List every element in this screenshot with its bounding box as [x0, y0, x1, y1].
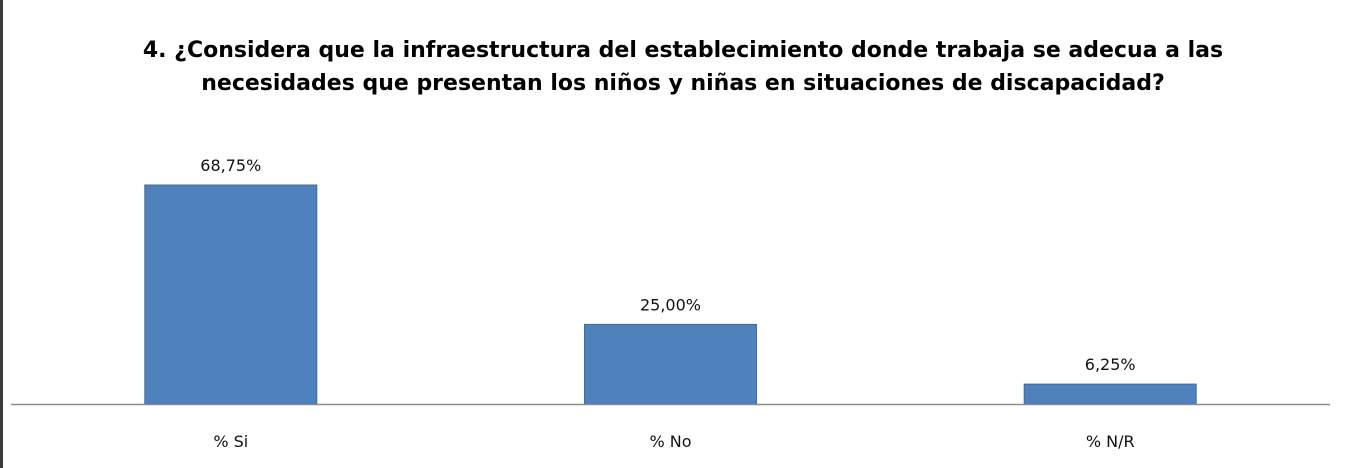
bar-0	[144, 184, 318, 405]
data-label-0: 68,75%	[200, 156, 261, 175]
data-label-1: 25,00%	[640, 295, 701, 314]
category-label-1: % No	[649, 432, 691, 451]
category-label-0: % Si	[213, 432, 248, 451]
bar-2	[1023, 383, 1197, 405]
data-label-2: 6,25%	[1085, 355, 1136, 374]
chart-title: 4. ¿Considera que la infraestructura del…	[142, 38, 1224, 96]
category-label-2: % N/R	[1086, 432, 1135, 451]
bar-1	[584, 323, 757, 405]
bar-chart-plot: 68,75% % Si 25,00% % No 6,25% % N/R	[11, 156, 1330, 451]
